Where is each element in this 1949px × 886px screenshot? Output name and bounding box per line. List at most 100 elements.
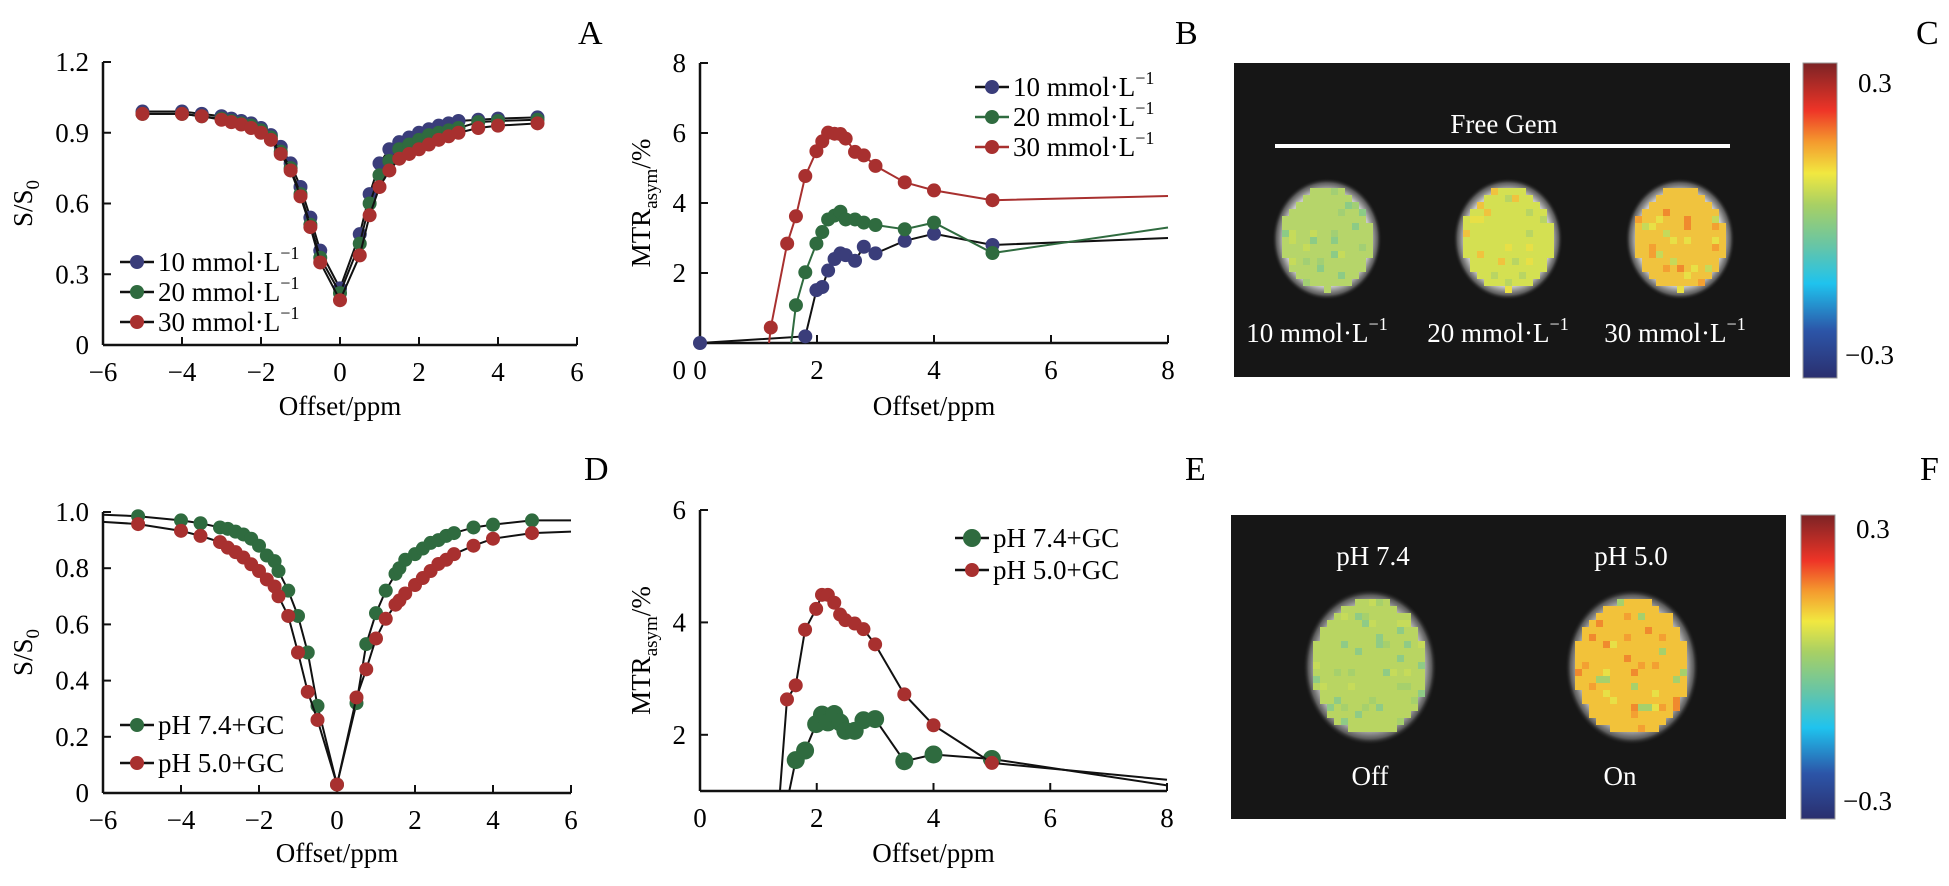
- spot-pixel: [1505, 286, 1512, 293]
- spot-pixel: [1638, 711, 1645, 718]
- spot-pixel: [1656, 258, 1663, 265]
- spot-pixel: [1383, 641, 1390, 648]
- spot-pixel: [1684, 195, 1691, 202]
- spot-pixel: [1366, 251, 1373, 258]
- spot-pixel: [1638, 690, 1645, 697]
- spot-pixel: [1505, 230, 1512, 237]
- data-point: [382, 163, 397, 178]
- spot-pixel: [1610, 634, 1617, 641]
- spot-pixel: [1691, 258, 1698, 265]
- spot-pixel: [1289, 230, 1296, 237]
- spot-pixel: [1670, 272, 1677, 279]
- spot-pixel: [1334, 676, 1341, 683]
- spot-pixel: [1338, 188, 1345, 195]
- data-point: [486, 531, 500, 546]
- spot-pixel: [1698, 279, 1705, 286]
- y-axis-title: S/S0: [8, 180, 44, 227]
- ph74-label: pH 7.4: [1336, 541, 1410, 571]
- spot-pixel: [1383, 620, 1390, 627]
- spot-pixel: [1512, 258, 1519, 265]
- spot-pixel: [1310, 258, 1317, 265]
- spot-pixel: [1383, 690, 1390, 697]
- spot-pixel: [1282, 223, 1289, 230]
- spot-pixel: [1617, 711, 1624, 718]
- spot-pixel: [1383, 613, 1390, 620]
- legend-marker: [130, 756, 144, 770]
- spot-pixel: [1505, 279, 1512, 286]
- spot-pixel: [1677, 230, 1684, 237]
- y-tick-label: 8: [673, 48, 687, 78]
- spot-pixel: [1645, 676, 1652, 683]
- spot-pixel: [1348, 641, 1355, 648]
- series-line: [778, 593, 1168, 792]
- spot-pixel: [1390, 655, 1397, 662]
- x-tick-label: −6: [89, 357, 118, 387]
- spot-pixel: [1670, 216, 1677, 223]
- legend-marker: [985, 80, 999, 94]
- spot-pixel: [1313, 641, 1320, 648]
- spot-pixel: [1540, 265, 1547, 272]
- spot-pixel: [1670, 251, 1677, 258]
- spot-pixel: [1470, 223, 1477, 230]
- spot-pixel: [1642, 258, 1649, 265]
- spot-pixel: [1477, 258, 1484, 265]
- spot-pixel: [1663, 237, 1670, 244]
- spot-pixel: [1303, 272, 1310, 279]
- series-ph-5-0-gc: [102, 517, 572, 792]
- data-point: [815, 225, 830, 240]
- spot-pixel: [1411, 648, 1418, 655]
- spot-pixel: [1397, 620, 1404, 627]
- spot-pixel: [1652, 620, 1659, 627]
- spot-pixel: [1603, 704, 1610, 711]
- spot-pixel: [1362, 718, 1369, 725]
- data-point: [447, 526, 461, 541]
- spot-pixel: [1331, 209, 1338, 216]
- y-tick-label: 1.2: [55, 47, 89, 77]
- spot-pixel: [1638, 676, 1645, 683]
- x-axis-title: Offset/ppm: [276, 838, 399, 868]
- spot-pixel: [1327, 669, 1334, 676]
- spot-pixel: [1645, 599, 1652, 606]
- spot-pixel: [1670, 279, 1677, 286]
- spot-pixel: [1418, 648, 1425, 655]
- data-point: [796, 741, 815, 760]
- data-point: [788, 678, 803, 693]
- spot-pixel: [1652, 697, 1659, 704]
- data-point: [382, 142, 397, 157]
- spot-pixel: [1649, 272, 1656, 279]
- spot-pixel: [1652, 704, 1659, 711]
- spot-pixel: [1320, 690, 1327, 697]
- spot-pixel: [1638, 648, 1645, 655]
- spot-pixel: [1411, 627, 1418, 634]
- spot-pixel: [1341, 613, 1348, 620]
- spot-pixel: [1649, 237, 1656, 244]
- spot-pixel: [1582, 655, 1589, 662]
- spot-pixel: [1680, 669, 1687, 676]
- spot-pixel: [1505, 209, 1512, 216]
- legend-label: pH 5.0+GC: [993, 555, 1119, 585]
- spot-pixel: [1404, 683, 1411, 690]
- spot-pixel: [1596, 648, 1603, 655]
- spot-pixel: [1652, 718, 1659, 725]
- spot-pixel: [1638, 662, 1645, 669]
- spot-pixel: [1526, 237, 1533, 244]
- spot-pixel: [1582, 690, 1589, 697]
- data-point: [693, 336, 707, 350]
- spot-pixel: [1649, 251, 1656, 258]
- spot-pixel: [1383, 606, 1390, 613]
- data-point: [927, 183, 941, 198]
- spot-pixel: [1317, 258, 1324, 265]
- spot-pixel: [1366, 244, 1373, 251]
- on-label: On: [1604, 761, 1637, 791]
- spot-pixel: [1484, 209, 1491, 216]
- spot-pixel: [1317, 216, 1324, 223]
- spot-pixel: [1341, 711, 1348, 718]
- spot-pixel: [1324, 202, 1331, 209]
- spot-pixel: [1317, 279, 1324, 286]
- spot-pixel: [1610, 725, 1617, 732]
- panel-f-cest-map: pH 7.4 pH 5.0 Off On 0.3 −0.3: [1231, 514, 1892, 820]
- spot-pixel: [1397, 683, 1404, 690]
- spot-pixel: [1320, 641, 1327, 648]
- spot-pixel: [1663, 195, 1670, 202]
- spot-pixel: [1355, 697, 1362, 704]
